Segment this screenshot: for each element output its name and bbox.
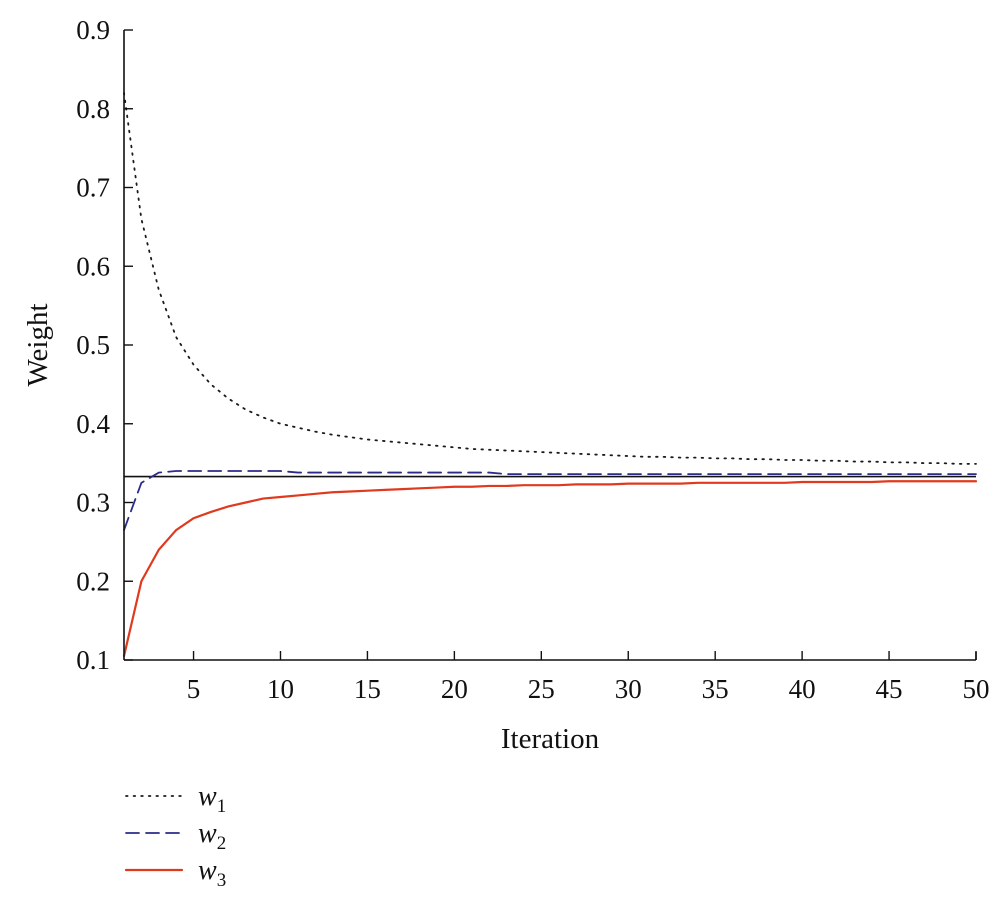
legend-label-w1: w1: [198, 781, 226, 817]
x-tick-label: 50: [963, 674, 990, 704]
x-tick-label: 15: [354, 674, 381, 704]
y-tick-label: 0.1: [76, 645, 110, 675]
series-w1-line: [123, 92, 977, 465]
y-ticks: 0.1 0.2 0.3 0.4 0.5 0.6 0.7 0.8 0.9: [76, 15, 133, 675]
x-tick-label: 25: [528, 674, 555, 704]
x-tick-label: 30: [615, 674, 642, 704]
y-axis-title: Weight: [22, 303, 54, 386]
y-tick-label: 0.4: [76, 409, 110, 439]
y-tick-label: 0.2: [76, 566, 110, 596]
x-tick-label: 40: [789, 674, 816, 704]
y-tick-label: 0.8: [76, 94, 110, 124]
x-tick-label: 35: [702, 674, 729, 704]
y-tick-label: 0.6: [76, 251, 110, 281]
x-ticks: 5 10 15 20 25 30 35 40 45 50: [187, 651, 990, 704]
series-w3-line: [122, 480, 978, 658]
legend-label-w3: w3: [198, 855, 226, 891]
x-tick-label: 5: [187, 674, 201, 704]
series-w2-line: [123, 470, 977, 531]
y-tick-label: 0.9: [76, 15, 110, 45]
x-axis-title: Iteration: [501, 723, 600, 755]
x-tick-label: 45: [876, 674, 903, 704]
y-tick-label: 0.5: [76, 330, 110, 360]
axes-layer: [123, 30, 977, 661]
y-tick-label: 0.3: [76, 488, 110, 518]
x-tick-label: 10: [267, 674, 294, 704]
y-tick-label: 0.7: [76, 173, 110, 203]
x-tick-label: 20: [441, 674, 468, 704]
series-layer: [122, 92, 978, 658]
legend-label-w2: w2: [198, 818, 226, 854]
